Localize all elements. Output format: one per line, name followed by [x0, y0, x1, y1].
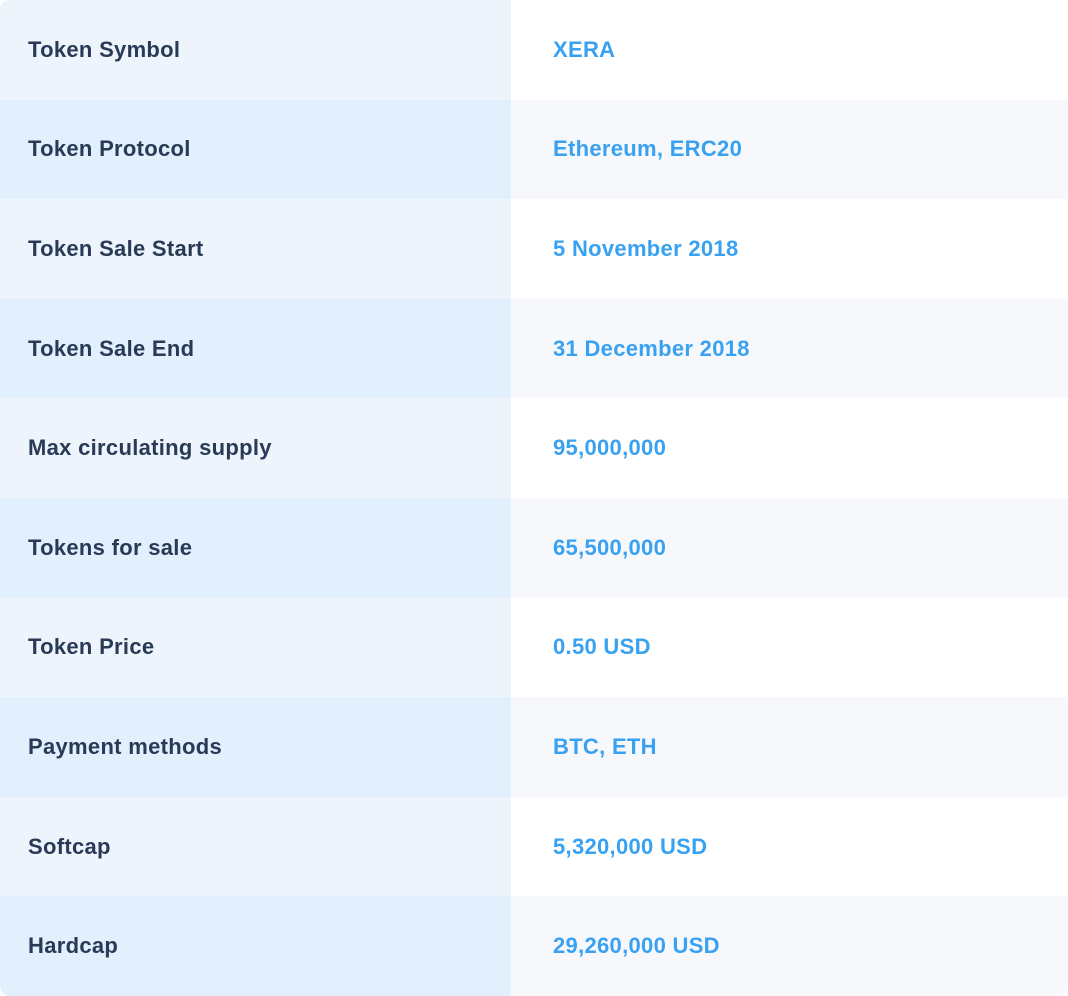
table-row: Tokens for sale 65,500,000 — [0, 497, 1068, 598]
row-value-token-protocol: Ethereum, ERC20 — [511, 99, 1068, 200]
row-label-token-price: Token Price — [0, 597, 511, 698]
row-value-max-circulating-supply: 95,000,000 — [511, 398, 1068, 498]
row-label-token-symbol: Token Symbol — [0, 0, 511, 100]
table-row: Softcap 5,320,000 USD — [0, 796, 1068, 897]
row-value-hardcap: 29,260,000 USD — [511, 896, 1068, 996]
table-row: Token Protocol Ethereum, ERC20 — [0, 99, 1068, 200]
row-label-token-sale-start: Token Sale Start — [0, 199, 511, 299]
row-label-tokens-for-sale: Tokens for sale — [0, 497, 511, 598]
row-value-tokens-for-sale: 65,500,000 — [511, 497, 1068, 598]
row-value-token-symbol: XERA — [511, 0, 1068, 100]
row-label-max-circulating-supply: Max circulating supply — [0, 398, 511, 498]
row-label-payment-methods: Payment methods — [0, 697, 511, 797]
table-row: Token Price 0.50 USD — [0, 597, 1068, 698]
row-label-token-sale-end: Token Sale End — [0, 298, 511, 399]
table-row: Hardcap 29,260,000 USD — [0, 896, 1068, 996]
row-value-token-sale-end: 31 December 2018 — [511, 298, 1068, 399]
table-row: Payment methods BTC, ETH — [0, 697, 1068, 797]
row-label-hardcap: Hardcap — [0, 896, 511, 996]
table-row: Token Symbol XERA — [0, 0, 1068, 100]
row-value-softcap: 5,320,000 USD — [511, 796, 1068, 897]
table-row: Token Sale End 31 December 2018 — [0, 298, 1068, 399]
table-row: Max circulating supply 95,000,000 — [0, 398, 1068, 498]
table-row: Token Sale Start 5 November 2018 — [0, 199, 1068, 299]
row-value-payment-methods: BTC, ETH — [511, 697, 1068, 797]
row-label-token-protocol: Token Protocol — [0, 99, 511, 200]
row-value-token-price: 0.50 USD — [511, 597, 1068, 698]
row-label-softcap: Softcap — [0, 796, 511, 897]
row-value-token-sale-start: 5 November 2018 — [511, 199, 1068, 299]
